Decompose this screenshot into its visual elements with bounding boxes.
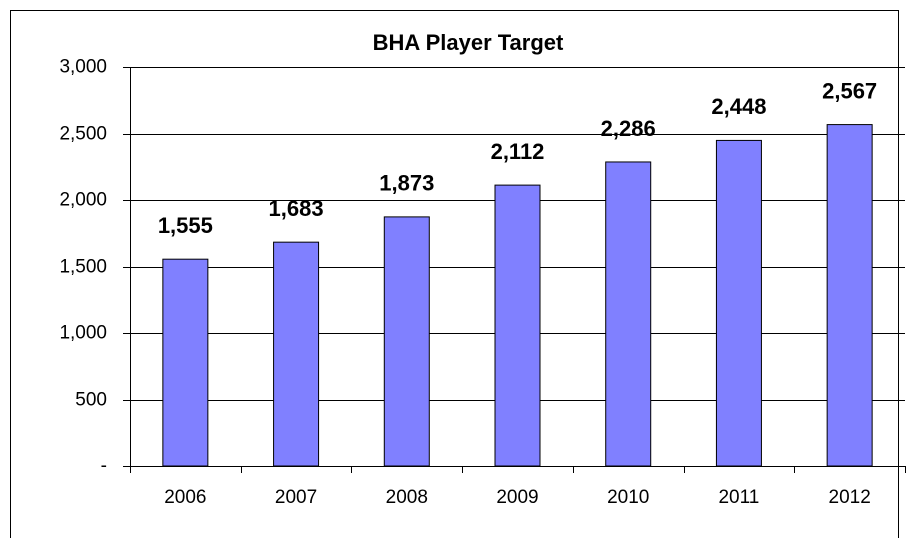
bar — [605, 161, 652, 467]
value-label: 2,448 — [711, 94, 766, 119]
bar — [273, 241, 320, 467]
y-tick-label: 2,500 — [59, 124, 107, 145]
chart-border — [10, 10, 899, 538]
bar — [715, 139, 762, 467]
y-tick-label: 3,000 — [59, 57, 107, 78]
x-tick-label: 2007 — [275, 487, 317, 508]
x-tick-label: 2009 — [496, 487, 538, 508]
x-tick-label: 2011 — [718, 487, 759, 508]
value-label: 2,112 — [491, 139, 545, 164]
y-tick-label: 2,000 — [59, 190, 107, 211]
y-tick-label: 500 — [75, 390, 107, 411]
x-tick-label: 2008 — [386, 487, 428, 508]
value-label: 1,683 — [269, 196, 324, 221]
y-tick-label: 1,000 — [59, 323, 107, 344]
x-tick-label: 2012 — [829, 487, 871, 508]
y-tick-label: - — [101, 456, 107, 477]
chart-title: BHA Player Target — [373, 30, 564, 55]
value-label: 2,567 — [822, 78, 877, 103]
x-tick-label: 2006 — [164, 487, 206, 508]
bar — [162, 258, 209, 467]
bar — [826, 124, 873, 467]
value-label: 1,873 — [379, 171, 434, 196]
bar — [494, 184, 541, 467]
x-tick-label: 2010 — [607, 487, 649, 508]
value-label: 2,286 — [601, 116, 656, 141]
value-label: 1,555 — [158, 213, 213, 238]
bar — [383, 216, 430, 467]
y-tick-label: 1,500 — [59, 257, 107, 278]
